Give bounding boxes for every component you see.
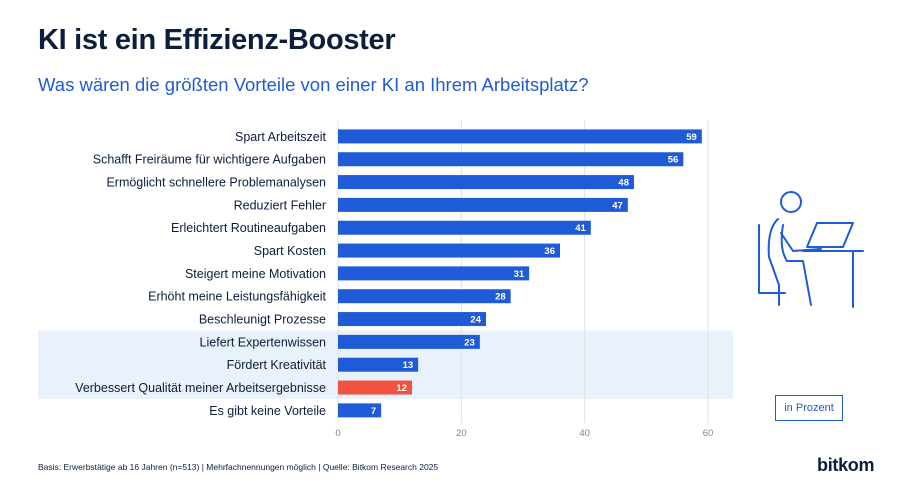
value-label: 23 — [464, 337, 475, 348]
source-note: Basis: Erwerbstätige ab 16 Jahren (n=513… — [38, 462, 439, 472]
value-label: 56 — [668, 155, 679, 166]
value-label: 41 — [575, 223, 586, 234]
bar — [338, 220, 591, 235]
value-label: 13 — [403, 360, 414, 371]
category-label: Schafft Freiräume für wichtigere Aufgabe… — [93, 153, 326, 167]
bar — [338, 266, 530, 281]
value-label: 24 — [470, 315, 481, 326]
category-label: Es gibt keine Vorteile — [209, 404, 326, 418]
category-label: Spart Arbeitszeit — [235, 130, 327, 144]
unit-badge: in Prozent — [775, 395, 843, 421]
x-tick-label: 20 — [456, 428, 467, 439]
value-label: 7 — [371, 406, 376, 417]
page-title: KI ist ein Effizienz-Booster — [38, 24, 396, 56]
value-label: 36 — [544, 246, 555, 257]
category-label: Fördert Kreativität — [227, 358, 327, 372]
bar — [338, 403, 382, 418]
category-label: Erleichtert Routineaufgaben — [171, 221, 326, 235]
bar — [338, 380, 412, 395]
category-label: Liefert Expertenwissen — [200, 335, 327, 349]
page-subtitle: Was wären die größten Vorteile von einer… — [38, 74, 589, 95]
category-label: Steigert meine Motivation — [185, 267, 326, 281]
value-label: 31 — [514, 269, 525, 280]
bitkom-logo: bitkom — [817, 455, 875, 475]
category-label: Beschleunigt Prozesse — [199, 313, 326, 327]
bar — [338, 197, 628, 212]
category-label: Verbessert Qualität meiner Arbeitsergebn… — [75, 381, 326, 395]
value-label: 47 — [612, 200, 623, 211]
bar — [338, 334, 480, 349]
bar — [338, 152, 684, 167]
category-label: Ermöglicht schnellere Problemanalysen — [106, 176, 326, 190]
bar — [338, 129, 702, 144]
category-label: Spart Kosten — [254, 244, 326, 258]
value-label: 48 — [618, 178, 629, 189]
x-tick-label: 0 — [335, 428, 340, 439]
bar — [338, 243, 560, 258]
value-label: 59 — [686, 132, 697, 143]
value-label: 12 — [396, 383, 407, 394]
bar — [338, 175, 634, 190]
value-label: 28 — [495, 292, 506, 303]
bar — [338, 357, 419, 372]
bar — [338, 289, 511, 304]
x-tick-label: 40 — [579, 428, 590, 439]
bar — [338, 312, 486, 327]
x-tick-label: 60 — [703, 428, 714, 439]
category-label: Erhöht meine Leistungsfähigkeit — [148, 290, 326, 304]
person-at-laptop-icon — [758, 191, 864, 308]
category-label: Reduziert Fehler — [234, 198, 326, 212]
